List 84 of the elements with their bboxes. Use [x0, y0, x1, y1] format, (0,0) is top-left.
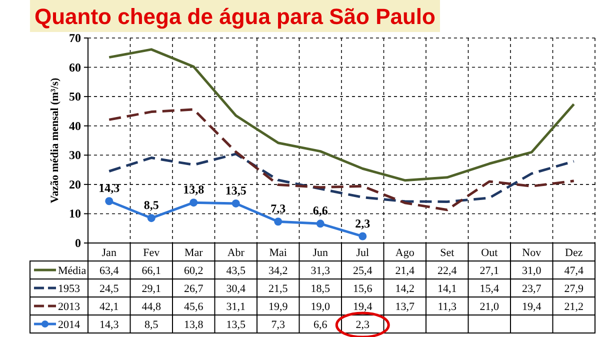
text: 7,3: [270, 202, 286, 216]
data-label: 47,4: [564, 265, 584, 277]
data-label: 42,1: [100, 301, 119, 313]
text: 6,6: [312, 204, 328, 218]
x-tick-label: Fev: [143, 247, 160, 259]
data-label: 2,3: [356, 319, 370, 331]
data-label: 15,6: [353, 283, 373, 295]
y-tick-label: 20: [69, 177, 81, 192]
data-label: 63,4: [100, 265, 120, 277]
data-label: 31,0: [522, 265, 542, 277]
y-tick-label: 40: [69, 118, 81, 133]
legend-label: 1953: [58, 283, 80, 295]
data-label: 25,4: [353, 265, 373, 277]
data-label: 7,3: [271, 319, 286, 331]
legend-label: 2014: [58, 319, 80, 331]
point: [147, 214, 156, 222]
y-tick-label: 30: [69, 148, 81, 162]
data-label: 34,2: [268, 265, 288, 277]
chart-title: Quanto chega de água para São Paulo: [34, 4, 436, 29]
y-axis-title: Vazão média mensal (m³/s): [49, 77, 61, 204]
x-tick-label: Jun: [312, 247, 329, 259]
y-tick-label: 50: [69, 90, 81, 104]
line-series: [108, 48, 576, 182]
data-label: 31,3: [310, 265, 330, 277]
point: [190, 198, 198, 207]
point: [105, 197, 114, 206]
data-label: 24,5: [100, 283, 120, 295]
data-label: 66,1: [142, 265, 161, 277]
text: 13,8: [183, 182, 204, 197]
data-label: 29,1: [142, 283, 161, 295]
data-label: 30,4: [226, 283, 246, 295]
y-tick-label: 70: [69, 31, 81, 45]
text: 13,5: [225, 183, 246, 198]
data-label: 18,5: [310, 283, 330, 295]
data-label: 19,4: [522, 301, 542, 313]
y-tick-label: 10: [69, 206, 81, 221]
x-tick-label: Abr: [227, 247, 245, 259]
data-label: 6,6: [314, 319, 328, 331]
data-label: 13,7: [395, 301, 415, 313]
point: [232, 199, 240, 208]
data-label: 27,1: [480, 265, 499, 277]
point: [358, 232, 367, 240]
y-tick-label: 60: [69, 60, 81, 74]
data-label: 19,9: [268, 301, 288, 313]
data-label: 13,8: [184, 319, 204, 331]
data-label: 45,6: [184, 301, 204, 313]
x-tick-label: Nov: [522, 247, 542, 259]
x-tick-label: Jul: [356, 247, 370, 259]
data-label: 31,1: [226, 301, 246, 313]
point: [316, 220, 324, 228]
data-label: 11,3: [438, 301, 458, 313]
data-label: 44,8: [142, 301, 162, 313]
data-label: 19,0: [310, 301, 330, 313]
data-label: 14,3: [100, 319, 120, 331]
data-label: 14,1: [438, 283, 457, 295]
legend-label: 2013: [58, 301, 80, 313]
data-label: 21,2: [564, 301, 584, 313]
data-label: 23,7: [522, 283, 542, 295]
data-label: 43,5: [226, 265, 246, 277]
x-tick-label: Ago: [395, 247, 415, 259]
text: 14,3: [98, 181, 120, 196]
x-tick-label: Mai: [269, 247, 287, 259]
data-label: 8,5: [144, 319, 159, 331]
data-label: 22,4: [438, 265, 458, 277]
legend-label: Média: [58, 265, 86, 277]
data-label: 27,9: [564, 283, 584, 295]
x-tick-label: Jan: [102, 247, 117, 259]
y-tick-label: 0: [75, 236, 81, 250]
data-label: 14,2: [395, 283, 414, 295]
data-label: 21,5: [268, 283, 288, 295]
data-label: 19,4: [353, 301, 373, 313]
data-label: 13,5: [226, 319, 246, 331]
data-label: 60,2: [184, 265, 204, 277]
x-tick-label: Out: [481, 247, 498, 259]
x-tick-label: Mar: [184, 247, 204, 259]
data-label: 26,7: [184, 283, 204, 295]
data-label: 15,4: [480, 283, 500, 295]
x-tick-label: Set: [440, 247, 454, 259]
data-label: 21,4: [395, 265, 415, 277]
x-tick-label: Dez: [565, 247, 583, 259]
data-label: 21,0: [480, 301, 500, 313]
point: [274, 218, 282, 226]
text: 2,3: [355, 216, 370, 230]
text: 8,5: [144, 198, 159, 212]
